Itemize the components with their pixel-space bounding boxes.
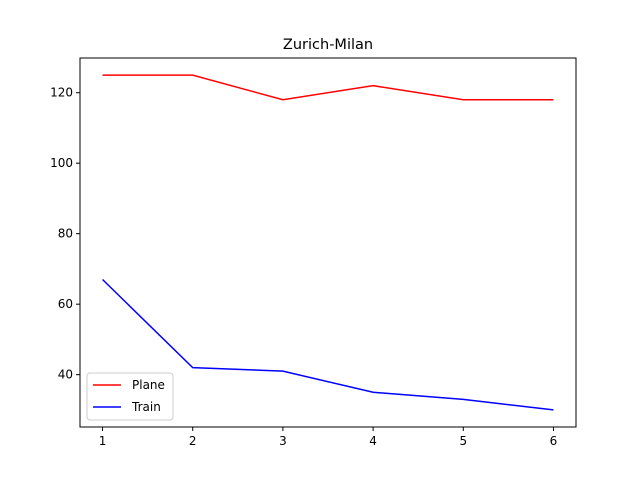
x-axis: 1 2 3 4 5 6 — [99, 427, 558, 448]
y-tick-label: 40 — [58, 368, 73, 382]
legend: Plane Train — [86, 372, 174, 421]
axes-frame — [79, 57, 577, 428]
x-tick-label: 5 — [459, 434, 467, 448]
x-tick-label: 4 — [369, 434, 377, 448]
x-tick-label: 1 — [99, 434, 107, 448]
x-tick-label: 6 — [550, 434, 558, 448]
series-line-plane — [102, 74, 554, 101]
y-tick-label: 80 — [58, 227, 73, 241]
x-tick-label: 3 — [279, 434, 287, 448]
chart-title: Zurich-Milan — [283, 37, 373, 53]
plot-area — [102, 74, 554, 411]
series-line-train — [102, 278, 554, 411]
y-axis: 40 60 80 100 120 — [50, 86, 80, 382]
y-tick-label: 100 — [50, 156, 73, 170]
legend-label-train: Train — [131, 400, 161, 414]
x-tick-label: 2 — [189, 434, 197, 448]
legend-label-plane: Plane — [132, 378, 165, 392]
y-tick-label: 60 — [58, 297, 73, 311]
y-tick-label: 120 — [50, 86, 73, 100]
